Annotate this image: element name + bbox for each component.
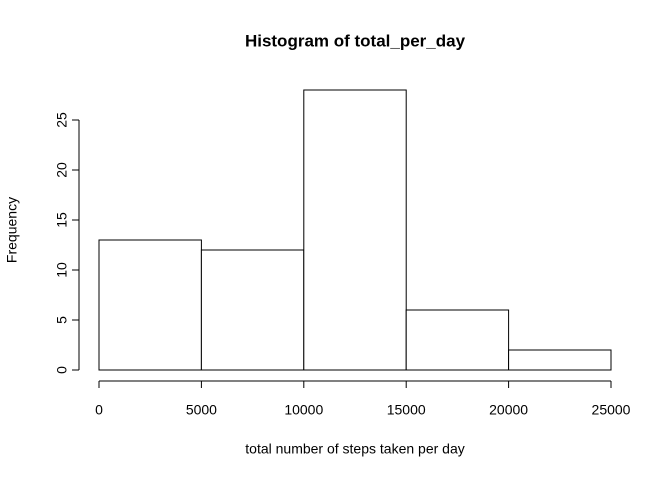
- x-axis-label: total number of steps taken per day: [245, 441, 464, 457]
- y-tick-label: 15: [54, 212, 70, 228]
- x-tick-label: 15000: [387, 402, 426, 418]
- bar: [508, 349, 612, 371]
- y-tick-label: 0: [54, 366, 70, 374]
- y-tick-label: 20: [54, 162, 70, 178]
- bar: [98, 239, 202, 371]
- bar: [303, 89, 407, 371]
- y-tick-label: 5: [54, 316, 70, 324]
- x-tick-label: 25000: [592, 402, 631, 418]
- bar: [405, 309, 510, 371]
- bar: [200, 249, 305, 371]
- y-tick-label: 10: [54, 262, 70, 278]
- chart-title: Histogram of total_per_day: [245, 31, 466, 50]
- y-tick-label: 25: [54, 112, 70, 128]
- x-tick-label: 10000: [284, 402, 323, 418]
- y-axis-label: Frequency: [4, 197, 20, 263]
- x-tick-label: 0: [95, 402, 103, 418]
- x-tick-label: 20000: [489, 402, 528, 418]
- x-tick-label: 5000: [186, 402, 217, 418]
